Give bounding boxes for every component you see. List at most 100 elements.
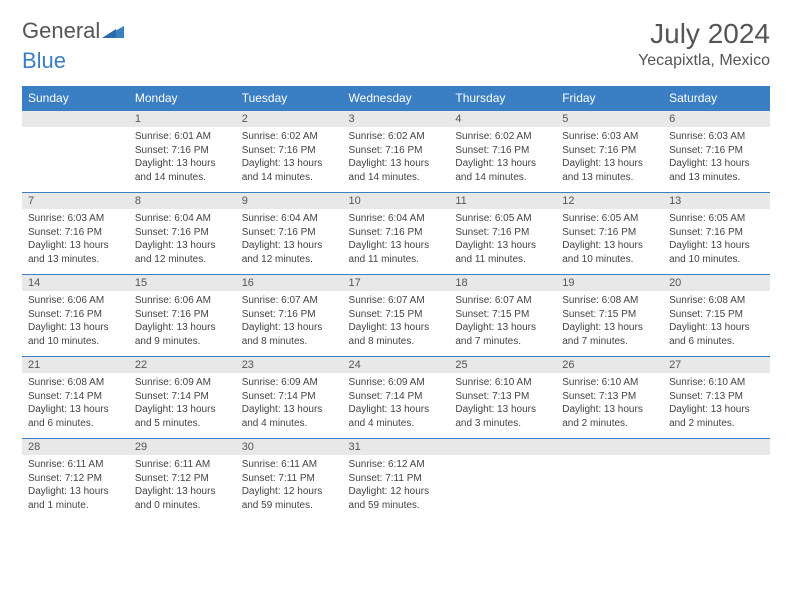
day-number-cell [556, 439, 663, 456]
sunset-line: Sunset: 7:13 PM [455, 390, 550, 404]
day-header: Sunday [22, 86, 129, 111]
sunset-line: Sunset: 7:16 PM [135, 226, 230, 240]
sunrise-line: Sunrise: 6:09 AM [135, 376, 230, 390]
sunrise-line: Sunrise: 6:10 AM [669, 376, 764, 390]
sunset-line: Sunset: 7:16 PM [135, 144, 230, 158]
day-detail-cell: Sunrise: 6:07 AMSunset: 7:15 PMDaylight:… [449, 291, 556, 357]
day-header: Thursday [449, 86, 556, 111]
day-detail-cell: Sunrise: 6:05 AMSunset: 7:16 PMDaylight:… [449, 209, 556, 275]
daylight-line: Daylight: 13 hours and 13 minutes. [28, 239, 123, 266]
sunrise-line: Sunrise: 6:11 AM [28, 458, 123, 472]
sunset-line: Sunset: 7:15 PM [669, 308, 764, 322]
sunrise-line: Sunrise: 6:05 AM [669, 212, 764, 226]
daylight-line: Daylight: 13 hours and 11 minutes. [349, 239, 444, 266]
logo-triangle-icon [102, 24, 124, 38]
day-number-row: 123456 [22, 111, 770, 128]
sunrise-line: Sunrise: 6:04 AM [135, 212, 230, 226]
day-number-cell: 16 [236, 275, 343, 292]
daylight-line: Daylight: 13 hours and 12 minutes. [135, 239, 230, 266]
sunset-line: Sunset: 7:13 PM [562, 390, 657, 404]
daylight-line: Daylight: 13 hours and 10 minutes. [669, 239, 764, 266]
day-number-cell: 27 [663, 357, 770, 374]
day-detail-cell: Sunrise: 6:08 AMSunset: 7:14 PMDaylight:… [22, 373, 129, 439]
day-detail-cell: Sunrise: 6:08 AMSunset: 7:15 PMDaylight:… [663, 291, 770, 357]
sunset-line: Sunset: 7:12 PM [28, 472, 123, 486]
day-number-row: 14151617181920 [22, 275, 770, 292]
day-number-cell: 11 [449, 193, 556, 210]
daylight-line: Daylight: 13 hours and 4 minutes. [349, 403, 444, 430]
sunset-line: Sunset: 7:16 PM [242, 144, 337, 158]
sunset-line: Sunset: 7:14 PM [349, 390, 444, 404]
sunrise-line: Sunrise: 6:06 AM [28, 294, 123, 308]
daylight-line: Daylight: 13 hours and 3 minutes. [455, 403, 550, 430]
day-number-cell: 6 [663, 111, 770, 128]
day-number-cell: 21 [22, 357, 129, 374]
day-detail-cell: Sunrise: 6:01 AMSunset: 7:16 PMDaylight:… [129, 127, 236, 193]
sunrise-line: Sunrise: 6:04 AM [242, 212, 337, 226]
month-title: July 2024 [638, 18, 770, 50]
brand-logo: General [22, 18, 126, 44]
day-number-cell: 28 [22, 439, 129, 456]
daylight-line: Daylight: 13 hours and 0 minutes. [135, 485, 230, 512]
day-detail-cell [663, 455, 770, 520]
sunrise-line: Sunrise: 6:07 AM [349, 294, 444, 308]
day-number-cell: 17 [343, 275, 450, 292]
day-number-cell: 31 [343, 439, 450, 456]
day-detail-cell: Sunrise: 6:05 AMSunset: 7:16 PMDaylight:… [663, 209, 770, 275]
day-detail-row: Sunrise: 6:03 AMSunset: 7:16 PMDaylight:… [22, 209, 770, 275]
daylight-line: Daylight: 13 hours and 14 minutes. [349, 157, 444, 184]
daylight-line: Daylight: 13 hours and 10 minutes. [562, 239, 657, 266]
day-number-cell: 5 [556, 111, 663, 128]
daylight-line: Daylight: 13 hours and 6 minutes. [669, 321, 764, 348]
day-header: Monday [129, 86, 236, 111]
day-detail-cell: Sunrise: 6:09 AMSunset: 7:14 PMDaylight:… [343, 373, 450, 439]
day-detail-cell: Sunrise: 6:07 AMSunset: 7:16 PMDaylight:… [236, 291, 343, 357]
day-header: Saturday [663, 86, 770, 111]
sunset-line: Sunset: 7:11 PM [349, 472, 444, 486]
sunset-line: Sunset: 7:16 PM [455, 144, 550, 158]
day-detail-cell: Sunrise: 6:12 AMSunset: 7:11 PMDaylight:… [343, 455, 450, 520]
day-number-cell: 12 [556, 193, 663, 210]
day-detail-cell: Sunrise: 6:05 AMSunset: 7:16 PMDaylight:… [556, 209, 663, 275]
daylight-line: Daylight: 13 hours and 7 minutes. [562, 321, 657, 348]
daylight-line: Daylight: 13 hours and 5 minutes. [135, 403, 230, 430]
day-detail-cell: Sunrise: 6:02 AMSunset: 7:16 PMDaylight:… [449, 127, 556, 193]
day-number-cell: 24 [343, 357, 450, 374]
day-number-cell: 9 [236, 193, 343, 210]
sunrise-line: Sunrise: 6:10 AM [562, 376, 657, 390]
daylight-line: Daylight: 13 hours and 9 minutes. [135, 321, 230, 348]
sunrise-line: Sunrise: 6:04 AM [349, 212, 444, 226]
daylight-line: Daylight: 12 hours and 59 minutes. [349, 485, 444, 512]
daylight-line: Daylight: 13 hours and 8 minutes. [242, 321, 337, 348]
day-detail-row: Sunrise: 6:01 AMSunset: 7:16 PMDaylight:… [22, 127, 770, 193]
sunset-line: Sunset: 7:12 PM [135, 472, 230, 486]
sunset-line: Sunset: 7:13 PM [669, 390, 764, 404]
sunrise-line: Sunrise: 6:09 AM [242, 376, 337, 390]
day-number-row: 78910111213 [22, 193, 770, 210]
calendar-table: SundayMondayTuesdayWednesdayThursdayFrid… [22, 86, 770, 520]
sunset-line: Sunset: 7:16 PM [242, 308, 337, 322]
day-header: Tuesday [236, 86, 343, 111]
calendar-header-row: SundayMondayTuesdayWednesdayThursdayFrid… [22, 86, 770, 111]
day-number-cell: 26 [556, 357, 663, 374]
day-number-cell: 18 [449, 275, 556, 292]
sunset-line: Sunset: 7:16 PM [669, 144, 764, 158]
day-detail-cell: Sunrise: 6:10 AMSunset: 7:13 PMDaylight:… [556, 373, 663, 439]
day-detail-cell: Sunrise: 6:07 AMSunset: 7:15 PMDaylight:… [343, 291, 450, 357]
day-detail-cell: Sunrise: 6:02 AMSunset: 7:16 PMDaylight:… [343, 127, 450, 193]
day-number-cell [663, 439, 770, 456]
day-detail-cell: Sunrise: 6:09 AMSunset: 7:14 PMDaylight:… [129, 373, 236, 439]
day-detail-cell: Sunrise: 6:08 AMSunset: 7:15 PMDaylight:… [556, 291, 663, 357]
daylight-line: Daylight: 13 hours and 13 minutes. [562, 157, 657, 184]
sunset-line: Sunset: 7:15 PM [349, 308, 444, 322]
sunrise-line: Sunrise: 6:02 AM [349, 130, 444, 144]
day-detail-cell: Sunrise: 6:03 AMSunset: 7:16 PMDaylight:… [663, 127, 770, 193]
brand-word1: General [22, 18, 100, 44]
day-detail-cell: Sunrise: 6:02 AMSunset: 7:16 PMDaylight:… [236, 127, 343, 193]
day-detail-cell [22, 127, 129, 193]
sunrise-line: Sunrise: 6:08 AM [669, 294, 764, 308]
day-number-cell: 15 [129, 275, 236, 292]
day-number-cell: 14 [22, 275, 129, 292]
day-number-cell: 2 [236, 111, 343, 128]
day-detail-cell [449, 455, 556, 520]
